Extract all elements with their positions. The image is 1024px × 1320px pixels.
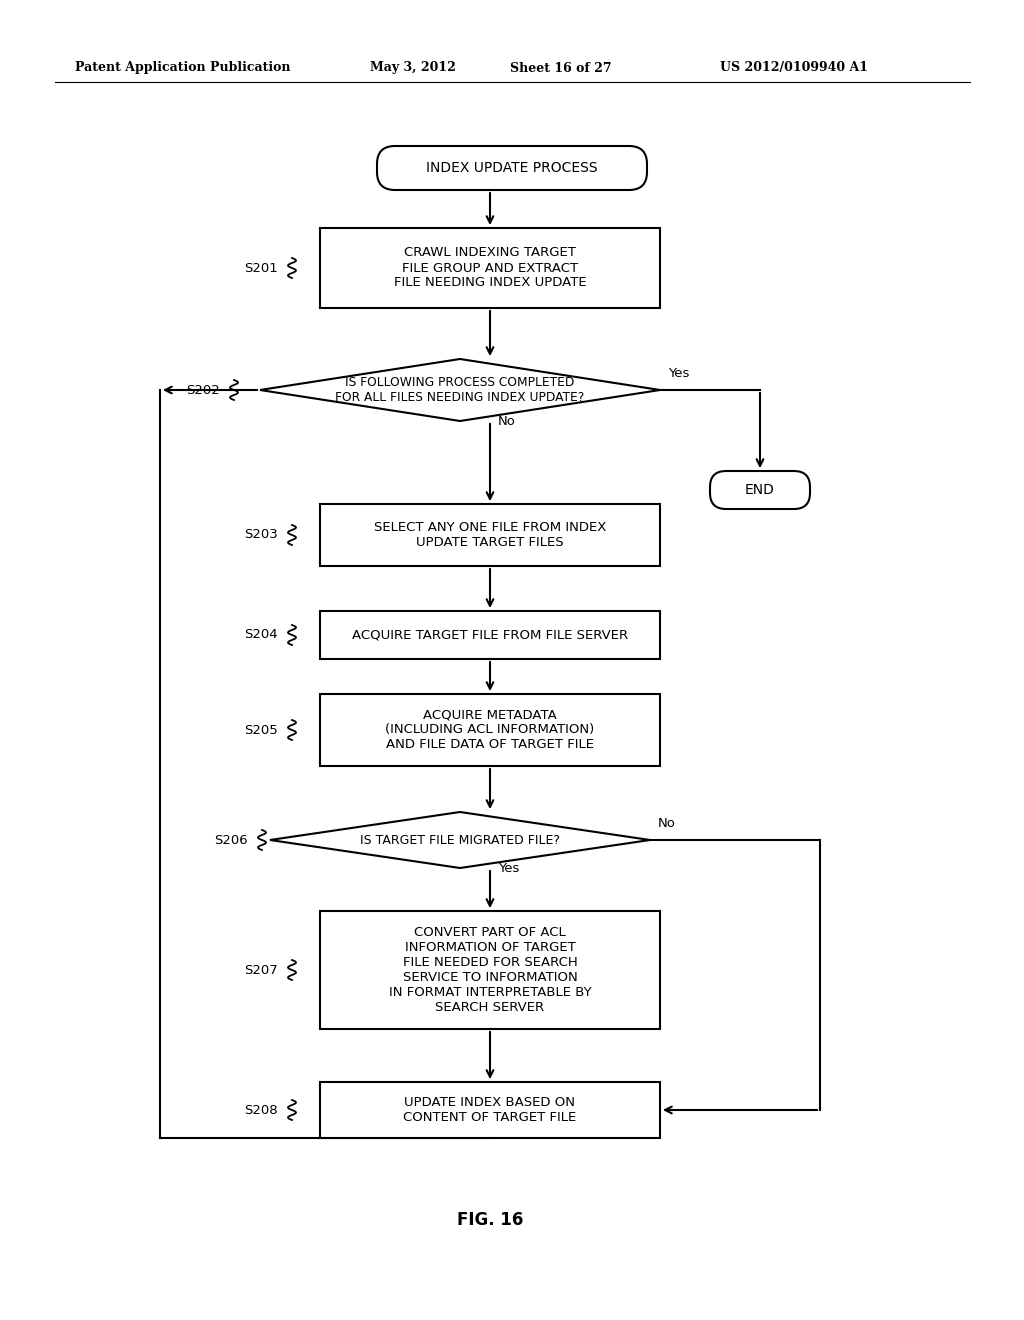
Text: S204: S204: [245, 628, 278, 642]
FancyBboxPatch shape: [319, 1082, 660, 1138]
Text: S201: S201: [245, 261, 278, 275]
Text: IS FOLLOWING PROCESS COMPLETED
FOR ALL FILES NEEDING INDEX UPDATE?: IS FOLLOWING PROCESS COMPLETED FOR ALL F…: [336, 376, 585, 404]
Text: CRAWL INDEXING TARGET
FILE GROUP AND EXTRACT
FILE NEEDING INDEX UPDATE: CRAWL INDEXING TARGET FILE GROUP AND EXT…: [393, 247, 587, 289]
Text: ACQUIRE METADATA
(INCLUDING ACL INFORMATION)
AND FILE DATA OF TARGET FILE: ACQUIRE METADATA (INCLUDING ACL INFORMAT…: [385, 709, 595, 751]
Text: UPDATE INDEX BASED ON
CONTENT OF TARGET FILE: UPDATE INDEX BASED ON CONTENT OF TARGET …: [403, 1096, 577, 1125]
Text: SELECT ANY ONE FILE FROM INDEX
UPDATE TARGET FILES: SELECT ANY ONE FILE FROM INDEX UPDATE TA…: [374, 521, 606, 549]
Text: No: No: [498, 414, 516, 428]
Text: Sheet 16 of 27: Sheet 16 of 27: [510, 62, 611, 74]
FancyBboxPatch shape: [377, 147, 647, 190]
Text: S202: S202: [186, 384, 220, 396]
FancyBboxPatch shape: [319, 504, 660, 566]
Text: S203: S203: [245, 528, 278, 541]
Text: S208: S208: [245, 1104, 278, 1117]
Text: Patent Application Publication: Patent Application Publication: [75, 62, 291, 74]
Text: S207: S207: [245, 964, 278, 977]
FancyBboxPatch shape: [319, 911, 660, 1030]
Text: CONVERT PART OF ACL
INFORMATION OF TARGET
FILE NEEDED FOR SEARCH
SERVICE TO INFO: CONVERT PART OF ACL INFORMATION OF TARGE…: [389, 927, 591, 1014]
Text: US 2012/0109940 A1: US 2012/0109940 A1: [720, 62, 868, 74]
Text: END: END: [745, 483, 775, 498]
FancyBboxPatch shape: [710, 471, 810, 510]
FancyBboxPatch shape: [319, 228, 660, 308]
Text: FIG. 16: FIG. 16: [457, 1210, 523, 1229]
Text: Yes: Yes: [498, 862, 519, 875]
Text: No: No: [658, 817, 676, 830]
Polygon shape: [260, 359, 660, 421]
Text: ACQUIRE TARGET FILE FROM FILE SERVER: ACQUIRE TARGET FILE FROM FILE SERVER: [352, 628, 628, 642]
Polygon shape: [270, 812, 650, 869]
Text: Yes: Yes: [668, 367, 689, 380]
Text: S205: S205: [245, 723, 278, 737]
FancyBboxPatch shape: [319, 694, 660, 766]
Text: May 3, 2012: May 3, 2012: [370, 62, 456, 74]
Text: S206: S206: [214, 833, 248, 846]
Text: INDEX UPDATE PROCESS: INDEX UPDATE PROCESS: [426, 161, 598, 176]
FancyBboxPatch shape: [319, 611, 660, 659]
Text: IS TARGET FILE MIGRATED FILE?: IS TARGET FILE MIGRATED FILE?: [360, 833, 560, 846]
